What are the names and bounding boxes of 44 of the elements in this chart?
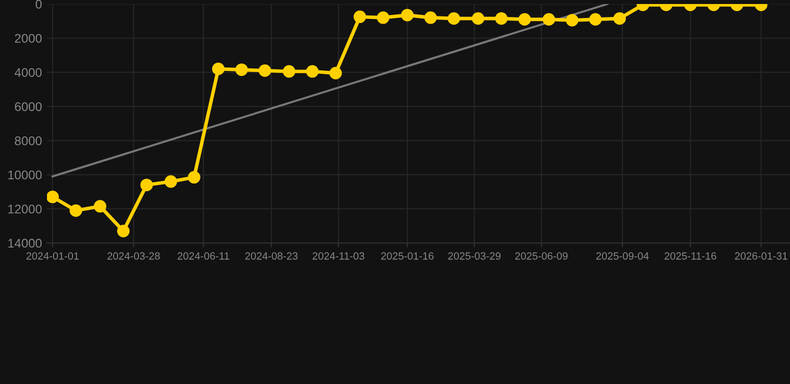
point	[164, 175, 178, 188]
point	[212, 62, 225, 76]
x-tick-label: 2024-01-01	[26, 252, 79, 260]
x-tick-label: 2025-11-16	[664, 252, 716, 260]
point	[282, 65, 296, 78]
x-tick-label: 2024-06-11	[178, 252, 230, 260]
point	[495, 12, 508, 25]
point	[518, 13, 531, 26]
x-tick-label: 2025-01-16	[381, 252, 434, 260]
point	[70, 204, 82, 217]
y-tick-label: 0	[36, 0, 42, 9]
x-tick-label: 2024-08-23	[245, 252, 298, 260]
point	[354, 10, 366, 24]
x-tick-label: 2026-01-31	[735, 252, 788, 260]
point	[47, 190, 59, 204]
point	[188, 171, 200, 184]
point	[329, 66, 342, 80]
point	[448, 12, 460, 25]
y-tick-label: 8000	[14, 136, 42, 146]
point	[424, 11, 437, 24]
point	[235, 63, 248, 76]
y-tick-label: 10000	[8, 170, 42, 180]
y-tick-label: 14000	[8, 238, 42, 248]
y-tick-label: 4000	[14, 68, 42, 77]
point	[401, 8, 414, 22]
point	[542, 13, 556, 26]
point	[258, 64, 272, 77]
y-tick-label: 6000	[14, 102, 42, 112]
point	[589, 13, 602, 26]
x-tick-label: 2025-09-04	[596, 252, 649, 260]
x-tick-label: 2025-06-09	[515, 252, 568, 260]
point	[140, 178, 153, 192]
point	[306, 65, 319, 78]
point	[94, 200, 106, 213]
x-tick-label: 2024-11-03	[312, 252, 364, 260]
y-tick-label: 2000	[14, 34, 42, 43]
point	[117, 224, 130, 238]
point	[472, 12, 484, 25]
point	[376, 11, 390, 24]
x-tick-label: 2025-03-29	[448, 252, 501, 260]
point	[613, 12, 626, 25]
x-tick-label: 2024-03-28	[107, 252, 160, 260]
point	[566, 14, 578, 26]
y-tick-label: 12000	[8, 204, 42, 214]
